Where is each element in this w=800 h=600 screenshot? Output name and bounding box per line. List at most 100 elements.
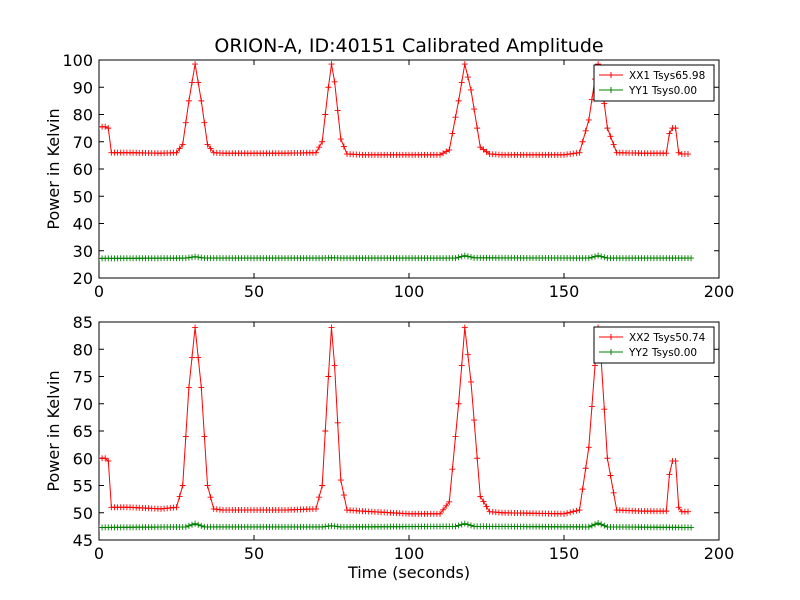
legend-label: YY2 Tsys0.00: [628, 347, 697, 359]
legend-marker: [608, 87, 614, 93]
data-point-marker: [468, 378, 474, 385]
data-point-marker: [340, 492, 347, 499]
data-point-marker: [437, 510, 443, 517]
y-tick-label: 70: [73, 395, 93, 414]
data-point-marker: [322, 111, 329, 118]
data-point-marker: [588, 254, 595, 261]
data-point-marker: [483, 503, 490, 510]
legend-label: XX1 Tsys65.98: [629, 70, 705, 82]
data-point-marker: [561, 510, 567, 517]
y-tick-label: 30: [73, 242, 93, 261]
y-tick-label: 50: [73, 187, 93, 206]
data-point-marker: [471, 106, 478, 113]
data-point-marker: [474, 125, 481, 132]
data-point-marker: [592, 362, 598, 369]
top-panel: 0 50 100 150 200 20 30 40 50 60 70 80 90 100 ORION-A, …: [44, 35, 734, 301]
data-point-marker: [207, 494, 214, 501]
data-point-marker: [443, 502, 450, 509]
data-point-marker: [610, 489, 617, 496]
data-point-marker: [461, 252, 468, 259]
data-point-marker: [480, 146, 487, 153]
data-point-marker: [182, 523, 189, 530]
data-point-marker: [598, 253, 605, 260]
data-point-marker: [316, 144, 323, 151]
data-point-marker: [198, 384, 205, 391]
data-point-marker: [595, 520, 602, 527]
data-point-marker: [458, 521, 465, 528]
chart-title: ORION-A, ID:40151 Calibrated Amplitude: [214, 35, 603, 57]
data-point-marker: [468, 86, 474, 93]
data-point-marker: [207, 145, 214, 152]
y-axis-label: Power in Kelvin: [44, 108, 63, 229]
data-point-marker: [604, 125, 611, 132]
x-tick-label: 100: [394, 282, 425, 301]
data-point-marker: [675, 504, 682, 511]
data-point-marker: [604, 455, 611, 462]
y-tick-label: 70: [73, 133, 93, 152]
data-point-marker: [179, 482, 186, 489]
data-point-marker: [198, 97, 205, 104]
data-point-marker: [685, 508, 691, 515]
data-point-marker: [331, 362, 338, 369]
data-point-marker: [192, 520, 199, 527]
series-markers-2: [99, 520, 695, 531]
legend-label: YY1 Tsys0.00: [628, 85, 697, 97]
data-point-marker: [449, 466, 456, 473]
y-tick-label: 90: [73, 78, 93, 97]
y-tick-label: 60: [73, 160, 93, 179]
data-point-marker: [588, 403, 595, 410]
data-point-marker: [179, 141, 186, 148]
data-point-marker: [585, 116, 592, 123]
x-tick-label: 150: [549, 544, 580, 563]
data-point-marker: [198, 254, 205, 261]
x-tick-label: 0: [94, 544, 104, 563]
data-point-marker: [483, 148, 490, 155]
x-tick-label: 100: [394, 544, 425, 563]
data-point-marker: [468, 254, 474, 261]
data-point-marker: [474, 455, 481, 462]
data-point-marker: [610, 141, 617, 148]
data-point-marker: [477, 493, 484, 500]
data-point-marker: [663, 508, 670, 515]
legend-box: [593, 326, 715, 364]
data-point-marker: [102, 123, 109, 130]
data-point-marker: [477, 144, 484, 151]
data-point-marker: [105, 125, 112, 132]
data-point-marker: [595, 252, 602, 259]
data-point-marker: [185, 97, 192, 104]
data-point-marker: [598, 521, 605, 528]
y-tick-label: 60: [73, 449, 93, 468]
data-point-marker: [334, 419, 341, 426]
data-point-marker: [198, 522, 205, 529]
data-point-marker: [173, 149, 180, 156]
legend-label: XX2 Tsys50.74: [629, 332, 706, 344]
y-tick-label: 45: [73, 531, 93, 550]
data-point-marker: [446, 146, 453, 153]
data-point-marker: [666, 471, 673, 478]
data-point-marker: [313, 505, 319, 512]
data-point-marker: [446, 498, 453, 505]
data-point-marker: [461, 61, 468, 68]
data-point-marker: [607, 133, 614, 140]
data-point-marker: [195, 521, 202, 528]
data-point-marker: [592, 253, 598, 260]
data-point-marker: [461, 324, 468, 331]
x-tick-label: 200: [704, 282, 735, 301]
series-markers-2: [99, 252, 695, 262]
data-point-marker: [480, 498, 487, 505]
data-point-marker: [452, 523, 459, 530]
data-point-marker: [576, 149, 583, 156]
data-point-marker: [464, 74, 471, 81]
x-tick-label: 200: [704, 544, 735, 563]
data-point-marker: [173, 504, 180, 511]
data-point-marker: [570, 508, 577, 515]
data-point-marker: [607, 472, 614, 479]
data-point-marker: [675, 149, 682, 156]
data-point-marker: [455, 254, 462, 261]
data-point-marker: [201, 433, 208, 440]
data-point-marker: [464, 521, 471, 528]
y-tick-label: 55: [73, 477, 93, 496]
data-point-marker: [588, 522, 595, 529]
data-point-marker: [564, 510, 571, 517]
data-point-marker: [328, 324, 335, 331]
